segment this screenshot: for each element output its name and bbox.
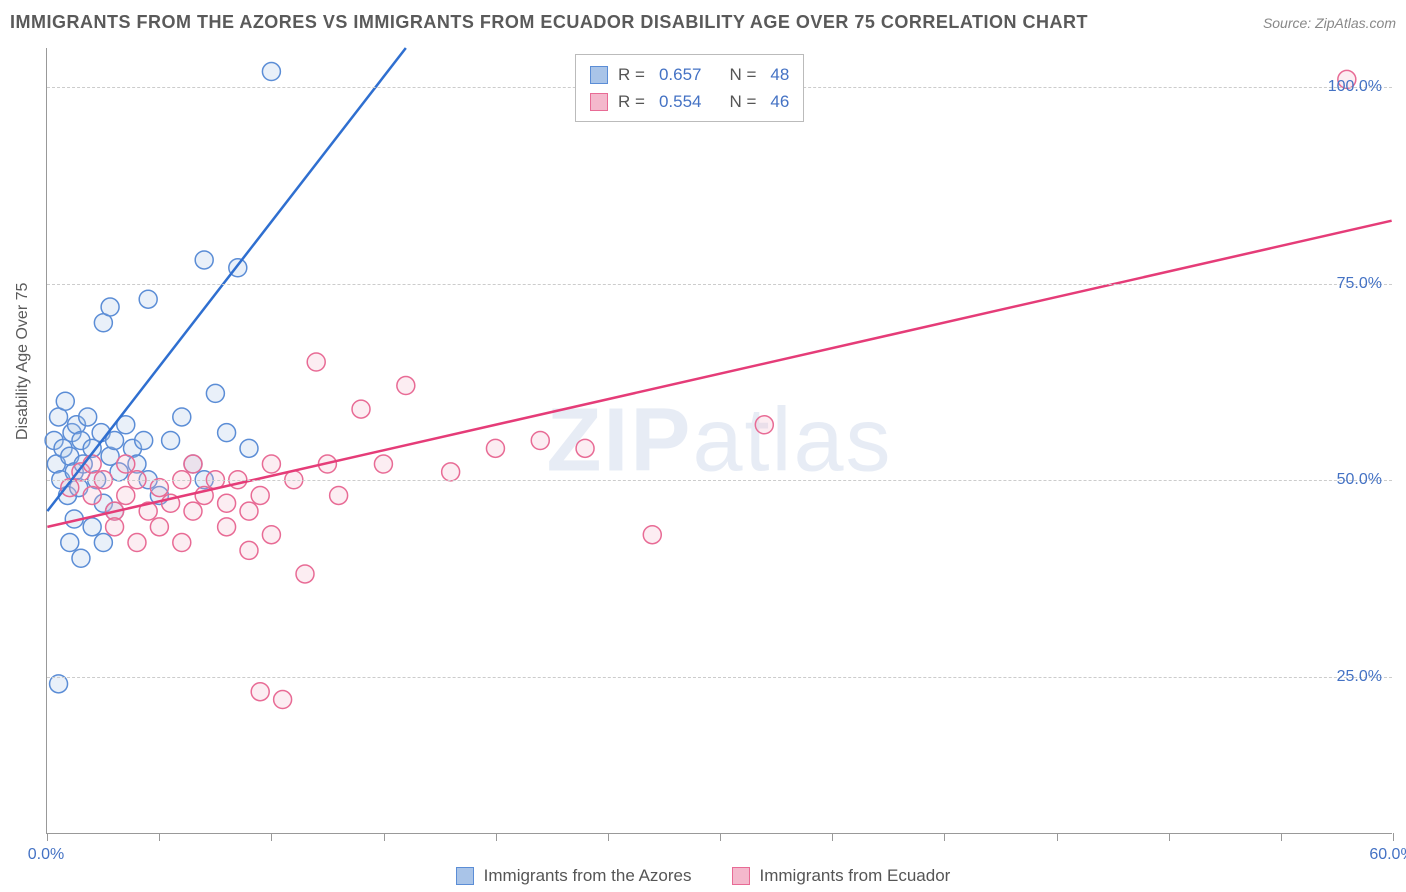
data-point bbox=[296, 565, 314, 583]
data-point bbox=[274, 691, 292, 709]
data-point bbox=[307, 353, 325, 371]
legend-series-item: Immigrants from Ecuador bbox=[732, 866, 951, 886]
data-point bbox=[117, 455, 135, 473]
data-point bbox=[128, 534, 146, 552]
data-point bbox=[262, 455, 280, 473]
x-tick bbox=[1281, 833, 1282, 841]
gridline bbox=[47, 480, 1392, 481]
legend-r-value: 0.657 bbox=[659, 61, 702, 88]
data-point bbox=[262, 63, 280, 81]
data-point bbox=[195, 251, 213, 269]
data-point bbox=[173, 534, 191, 552]
gridline bbox=[47, 677, 1392, 678]
y-tick-label: 75.0% bbox=[1337, 275, 1382, 293]
legend-n-value: 46 bbox=[770, 88, 789, 115]
source-label: Source: ZipAtlas.com bbox=[1263, 15, 1396, 31]
x-tick bbox=[47, 833, 48, 841]
x-tick bbox=[944, 833, 945, 841]
data-point bbox=[150, 479, 168, 497]
data-point bbox=[218, 424, 236, 442]
legend-series-label: Immigrants from Ecuador bbox=[760, 866, 951, 886]
legend-row: R = 0.554 N = 46 bbox=[590, 88, 789, 115]
legend-r-label: R = bbox=[618, 61, 645, 88]
data-point bbox=[251, 683, 269, 701]
legend-series: Immigrants from the Azores Immigrants fro… bbox=[0, 866, 1406, 886]
data-point bbox=[83, 518, 101, 536]
chart-title: IMMIGRANTS FROM THE AZORES VS IMMIGRANTS… bbox=[10, 12, 1088, 33]
data-point bbox=[184, 455, 202, 473]
legend-swatch bbox=[590, 93, 608, 111]
data-point bbox=[72, 549, 90, 567]
data-point bbox=[101, 298, 119, 316]
legend-swatch bbox=[456, 867, 474, 885]
data-point bbox=[94, 534, 112, 552]
data-point bbox=[61, 534, 79, 552]
legend-swatch bbox=[590, 66, 608, 84]
y-tick-label: 25.0% bbox=[1337, 668, 1382, 686]
legend-row: R = 0.657 N = 48 bbox=[590, 61, 789, 88]
data-point bbox=[83, 455, 101, 473]
data-point bbox=[486, 439, 504, 457]
x-tick bbox=[1393, 833, 1394, 841]
y-axis-label: Disability Age Over 75 bbox=[14, 283, 32, 440]
data-point bbox=[330, 486, 348, 504]
legend-series-item: Immigrants from the Azores bbox=[456, 866, 692, 886]
x-tick bbox=[159, 833, 160, 841]
data-point bbox=[218, 518, 236, 536]
legend-n-value: 48 bbox=[770, 61, 789, 88]
x-tick bbox=[608, 833, 609, 841]
data-point bbox=[240, 502, 258, 520]
data-point bbox=[184, 502, 202, 520]
title-bar: IMMIGRANTS FROM THE AZORES VS IMMIGRANTS… bbox=[10, 12, 1396, 33]
x-tick bbox=[1057, 833, 1058, 841]
data-point bbox=[352, 400, 370, 418]
x-tick bbox=[1169, 833, 1170, 841]
data-point bbox=[397, 377, 415, 395]
data-point bbox=[83, 486, 101, 504]
data-point bbox=[117, 486, 135, 504]
data-point bbox=[206, 384, 224, 402]
data-point bbox=[150, 518, 168, 536]
legend-r-label: R = bbox=[618, 88, 645, 115]
data-point bbox=[173, 408, 191, 426]
data-point bbox=[135, 432, 153, 450]
data-point bbox=[79, 408, 97, 426]
x-tick bbox=[832, 833, 833, 841]
data-point bbox=[442, 463, 460, 481]
data-point bbox=[139, 290, 157, 308]
legend-correlation: R = 0.657 N = 48 R = 0.554 N = 46 bbox=[575, 54, 804, 122]
y-tick-label: 50.0% bbox=[1337, 471, 1382, 489]
legend-n-label: N = bbox=[729, 61, 756, 88]
data-point bbox=[374, 455, 392, 473]
data-point bbox=[218, 494, 236, 512]
legend-n-label: N = bbox=[729, 88, 756, 115]
legend-series-label: Immigrants from the Azores bbox=[484, 866, 692, 886]
x-tick bbox=[384, 833, 385, 841]
gridline bbox=[47, 284, 1392, 285]
chart-area: ZIPatlas 25.0%50.0%75.0%100.0% bbox=[46, 48, 1392, 834]
data-point bbox=[262, 526, 280, 544]
x-tick bbox=[720, 833, 721, 841]
data-point bbox=[56, 392, 74, 410]
x-tick-label: 60.0% bbox=[1369, 846, 1406, 864]
scatter-plot bbox=[47, 48, 1392, 833]
data-point bbox=[531, 432, 549, 450]
data-point bbox=[643, 526, 661, 544]
data-point bbox=[576, 439, 594, 457]
data-point bbox=[162, 432, 180, 450]
data-point bbox=[106, 518, 124, 536]
legend-r-value: 0.554 bbox=[659, 88, 702, 115]
data-point bbox=[755, 416, 773, 434]
x-tick bbox=[271, 833, 272, 841]
data-point bbox=[240, 541, 258, 559]
y-tick-label: 100.0% bbox=[1328, 78, 1382, 96]
x-tick-label: 0.0% bbox=[28, 846, 64, 864]
x-tick bbox=[496, 833, 497, 841]
data-point bbox=[240, 439, 258, 457]
data-point bbox=[251, 486, 269, 504]
legend-swatch bbox=[732, 867, 750, 885]
